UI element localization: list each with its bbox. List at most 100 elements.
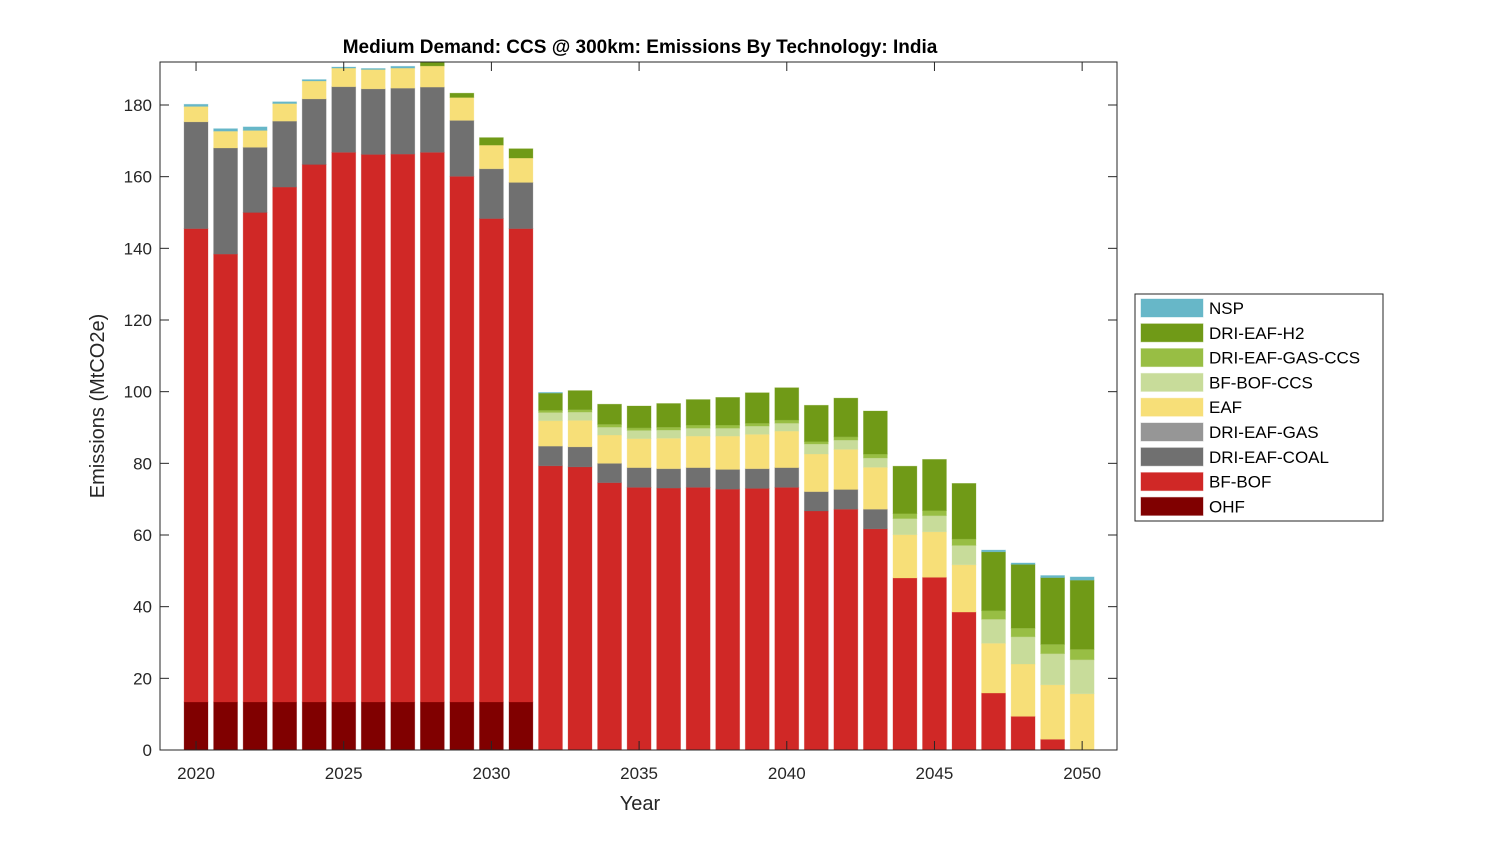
bar-segment-nsp-2026 xyxy=(360,68,386,70)
bar-stack-2039 xyxy=(744,392,770,750)
legend-swatch-dri-eaf-gas xyxy=(1140,422,1204,442)
bar-segment-bf-bof-ccs-2035 xyxy=(626,429,652,440)
legend-label: DRI-EAF-COAL xyxy=(1209,448,1329,467)
bar-segment-bf-bof-2038 xyxy=(715,488,741,750)
bar-segment-dri-eaf-gas-ccs-2038 xyxy=(715,424,741,429)
bar-segment-eaf-2027 xyxy=(390,67,416,89)
legend-swatch-bf-bof-ccs xyxy=(1140,372,1204,392)
bar-segment-dri-eaf-gas-ccs-2040 xyxy=(774,419,800,424)
bar-segment-dri-eaf-h2-2034 xyxy=(597,403,622,425)
bar-segment-dri-eaf-coal-2030 xyxy=(479,168,504,219)
bar-stack-2044 xyxy=(892,465,918,750)
bar-segment-dri-eaf-gas-ccs-2047 xyxy=(981,610,1006,620)
bar-segment-bf-bof-2030 xyxy=(479,218,504,703)
y-axis-label: Emissions (MtCO2e) xyxy=(87,314,109,498)
bar-segment-bf-bof-2023 xyxy=(272,186,298,703)
bar-segment-dri-eaf-gas-ccs-2045 xyxy=(922,510,947,517)
bar-segment-bf-bof-ccs-2034 xyxy=(597,426,622,436)
bar-segment-dri-eaf-coal-2021 xyxy=(213,147,238,255)
bar-segment-bf-bof-ccs-2037 xyxy=(685,427,711,437)
legend-item-dri-eaf-gas-ccs: DRI-EAF-GAS-CCS xyxy=(1140,348,1360,368)
legend-swatch-eaf xyxy=(1140,397,1204,417)
x-axis-ticks: 2020 2025 2030 2035 2040 2045 2050 xyxy=(177,62,1101,783)
bar-stack-2041 xyxy=(803,404,829,750)
bar-stack-2037 xyxy=(685,399,711,750)
y-tick-label: 140 xyxy=(124,239,152,258)
bar-segment-dri-eaf-gas-ccs-2046 xyxy=(951,538,977,546)
bar-segment-bf-bof-2042 xyxy=(833,508,859,750)
bar-segment-dri-eaf-coal-2043 xyxy=(863,508,888,530)
bar-segment-eaf-2041 xyxy=(803,453,829,493)
legend-swatch-dri-eaf-gas-ccs xyxy=(1140,348,1204,368)
bar-segment-dri-eaf-h2-2040 xyxy=(774,387,800,421)
legend-label: DRI-EAF-H2 xyxy=(1209,324,1304,343)
bar-segment-eaf-2044 xyxy=(892,534,918,579)
bar-segment-dri-eaf-coal-2025 xyxy=(331,86,357,153)
bar-stack-2030 xyxy=(479,137,504,750)
legend-label: DRI-EAF-GAS-CCS xyxy=(1209,349,1360,368)
legend-swatch-bf-bof xyxy=(1140,472,1204,492)
bar-stack-2035 xyxy=(626,405,652,750)
bar-segment-dri-eaf-gas-ccs-2037 xyxy=(685,424,711,429)
legend-swatch-dri-eaf-coal xyxy=(1140,447,1204,467)
bar-segment-nsp-2050 xyxy=(1069,576,1095,581)
legend-swatch-ohf xyxy=(1140,496,1204,516)
bar-segment-eaf-2037 xyxy=(685,435,711,469)
bar-segment-eaf-2036 xyxy=(656,437,681,470)
legend-item-nsp: NSP xyxy=(1140,298,1244,318)
bar-segment-eaf-2032 xyxy=(538,420,563,447)
bar-segment-dri-eaf-coal-2023 xyxy=(272,120,298,188)
bar-segment-bf-bof-ccs-2039 xyxy=(744,425,770,435)
y-tick-label: 60 xyxy=(133,526,152,545)
bar-stack-2024 xyxy=(301,79,327,750)
bar-segment-eaf-2031 xyxy=(508,157,534,183)
bar-stack-2047 xyxy=(981,549,1006,750)
bar-segment-dri-eaf-gas-ccs-2049 xyxy=(1040,643,1065,655)
bar-segment-bf-bof-2039 xyxy=(744,488,770,750)
bar-segment-bf-bof-2048 xyxy=(1010,715,1036,750)
bar-stack-2033 xyxy=(567,390,593,750)
bar-segment-bf-bof-2031 xyxy=(508,228,534,703)
bar-segment-bf-bof-2021 xyxy=(213,253,238,703)
bar-segment-dri-eaf-h2-2038 xyxy=(715,396,741,426)
bar-segment-nsp-2023 xyxy=(272,101,298,104)
bar-segment-dri-eaf-coal-2042 xyxy=(833,489,859,510)
bar-segment-bf-bof-ccs-2038 xyxy=(715,427,741,437)
bar-segment-bf-bof-ccs-2049 xyxy=(1040,653,1065,686)
bar-segment-dri-eaf-h2-2028 xyxy=(419,62,445,67)
bar-segment-eaf-2038 xyxy=(715,435,741,470)
bar-segment-dri-eaf-h2-2048 xyxy=(1010,563,1036,629)
bar-stack-2050 xyxy=(1069,576,1095,750)
x-axis-label: Year xyxy=(620,793,661,815)
bar-segment-eaf-2020 xyxy=(183,106,209,123)
bar-stack-2021 xyxy=(213,128,238,750)
bar-segment-ohf-2031 xyxy=(508,701,534,750)
bar-segment-ohf-2023 xyxy=(272,701,298,750)
bar-segment-bf-bof-2040 xyxy=(774,486,800,750)
x-tick-label: 2030 xyxy=(472,764,510,783)
bar-segment-dri-eaf-h2-2042 xyxy=(833,397,859,438)
bar-segment-eaf-2040 xyxy=(774,430,800,469)
bar-stack-2027 xyxy=(390,65,416,750)
bar-segment-dri-eaf-coal-2028 xyxy=(419,86,445,153)
bar-segment-eaf-2024 xyxy=(301,80,327,100)
bar-segment-dri-eaf-h2-2047 xyxy=(981,551,1006,612)
bar-segment-bf-bof-2027 xyxy=(390,153,416,703)
x-tick-label: 2040 xyxy=(768,764,806,783)
bar-segment-dri-eaf-coal-2035 xyxy=(626,467,652,488)
bar-segment-dri-eaf-coal-2026 xyxy=(360,88,386,155)
bar-stack-2049 xyxy=(1040,575,1065,750)
bar-segment-eaf-2026 xyxy=(360,69,386,90)
y-tick-label: 160 xyxy=(124,168,152,187)
bar-segment-ohf-2027 xyxy=(390,701,416,750)
bar-segment-dri-eaf-h2-2031 xyxy=(508,148,534,159)
legend-swatch-dri-eaf-h2 xyxy=(1140,323,1204,343)
bar-segment-eaf-2045 xyxy=(922,531,947,578)
bar-segment-bf-bof-ccs-2047 xyxy=(981,618,1006,644)
bar-stack-2036 xyxy=(656,403,681,750)
legend-item-ohf: OHF xyxy=(1140,496,1245,516)
bar-segment-eaf-2048 xyxy=(1010,663,1036,717)
bar-segment-bf-bof-2045 xyxy=(922,576,947,750)
bar-segment-nsp-2021 xyxy=(213,128,238,132)
